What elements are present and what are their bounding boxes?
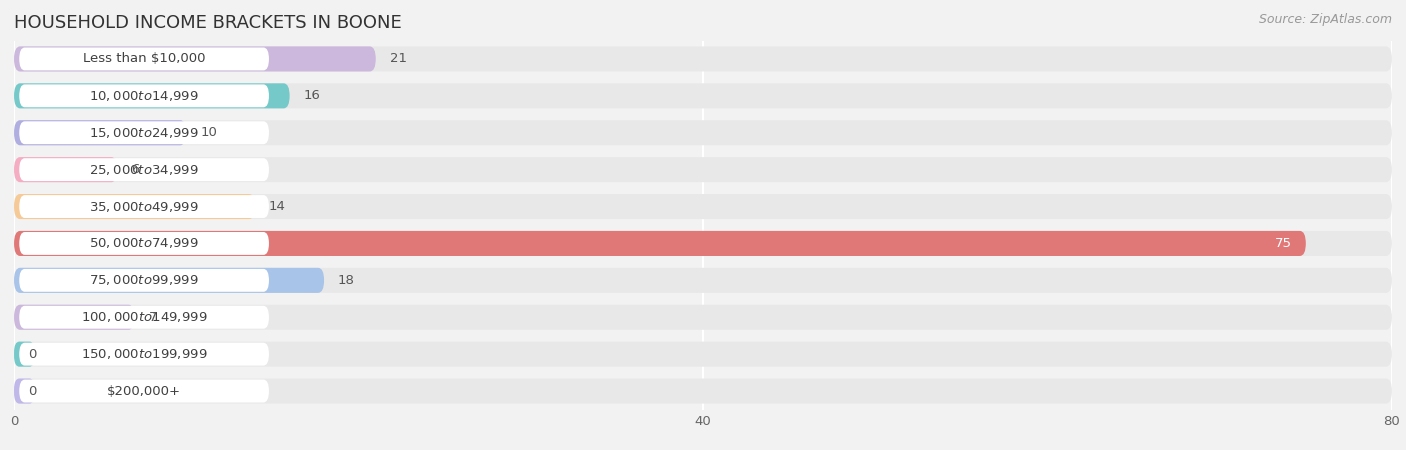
Text: 0: 0 xyxy=(28,385,37,397)
FancyBboxPatch shape xyxy=(20,306,269,328)
FancyBboxPatch shape xyxy=(14,120,186,145)
Text: Source: ZipAtlas.com: Source: ZipAtlas.com xyxy=(1258,14,1392,27)
FancyBboxPatch shape xyxy=(14,46,375,72)
Text: HOUSEHOLD INCOME BRACKETS IN BOONE: HOUSEHOLD INCOME BRACKETS IN BOONE xyxy=(14,14,402,32)
FancyBboxPatch shape xyxy=(14,231,1392,256)
Text: 0: 0 xyxy=(28,348,37,360)
FancyBboxPatch shape xyxy=(14,378,35,404)
FancyBboxPatch shape xyxy=(14,378,1392,404)
FancyBboxPatch shape xyxy=(20,269,269,292)
FancyBboxPatch shape xyxy=(14,83,290,108)
Text: 18: 18 xyxy=(337,274,354,287)
Text: 7: 7 xyxy=(149,311,157,324)
FancyBboxPatch shape xyxy=(14,83,1392,108)
Text: $15,000 to $24,999: $15,000 to $24,999 xyxy=(89,126,198,140)
Text: 16: 16 xyxy=(304,90,321,102)
FancyBboxPatch shape xyxy=(20,158,269,181)
FancyBboxPatch shape xyxy=(14,120,1392,145)
Text: 6: 6 xyxy=(131,163,139,176)
FancyBboxPatch shape xyxy=(14,157,118,182)
Text: $35,000 to $49,999: $35,000 to $49,999 xyxy=(89,199,198,214)
Text: $25,000 to $34,999: $25,000 to $34,999 xyxy=(89,162,198,177)
FancyBboxPatch shape xyxy=(20,48,269,70)
Text: $75,000 to $99,999: $75,000 to $99,999 xyxy=(89,273,198,288)
Text: 14: 14 xyxy=(269,200,285,213)
Text: $50,000 to $74,999: $50,000 to $74,999 xyxy=(89,236,198,251)
Text: 75: 75 xyxy=(1275,237,1292,250)
FancyBboxPatch shape xyxy=(20,122,269,144)
FancyBboxPatch shape xyxy=(20,85,269,107)
Text: 10: 10 xyxy=(200,126,217,139)
FancyBboxPatch shape xyxy=(20,343,269,365)
Text: 21: 21 xyxy=(389,53,406,65)
FancyBboxPatch shape xyxy=(14,194,256,219)
FancyBboxPatch shape xyxy=(20,380,269,402)
Text: Less than $10,000: Less than $10,000 xyxy=(83,53,205,65)
Text: $100,000 to $149,999: $100,000 to $149,999 xyxy=(80,310,207,324)
Text: $150,000 to $199,999: $150,000 to $199,999 xyxy=(80,347,207,361)
FancyBboxPatch shape xyxy=(14,305,135,330)
Text: $200,000+: $200,000+ xyxy=(107,385,181,397)
FancyBboxPatch shape xyxy=(20,195,269,218)
FancyBboxPatch shape xyxy=(14,268,325,293)
FancyBboxPatch shape xyxy=(20,232,269,255)
FancyBboxPatch shape xyxy=(14,194,1392,219)
FancyBboxPatch shape xyxy=(14,342,35,367)
FancyBboxPatch shape xyxy=(14,157,1392,182)
FancyBboxPatch shape xyxy=(14,231,1306,256)
Text: $10,000 to $14,999: $10,000 to $14,999 xyxy=(89,89,198,103)
FancyBboxPatch shape xyxy=(14,305,1392,330)
FancyBboxPatch shape xyxy=(14,342,1392,367)
FancyBboxPatch shape xyxy=(14,46,1392,72)
FancyBboxPatch shape xyxy=(14,268,1392,293)
